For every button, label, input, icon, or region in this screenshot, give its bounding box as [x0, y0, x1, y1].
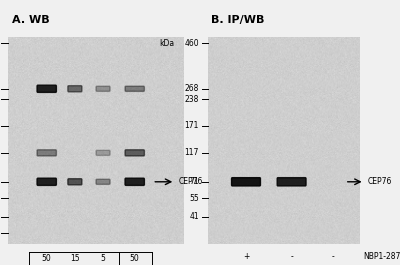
FancyBboxPatch shape [96, 86, 110, 91]
Text: kDa: kDa [160, 39, 174, 48]
FancyBboxPatch shape [277, 178, 306, 186]
FancyBboxPatch shape [68, 179, 82, 185]
Text: 50: 50 [42, 254, 52, 263]
Text: -: - [290, 252, 293, 261]
FancyBboxPatch shape [37, 178, 56, 186]
Text: 238: 238 [184, 95, 199, 104]
FancyBboxPatch shape [125, 150, 144, 156]
Text: 171: 171 [184, 121, 199, 130]
FancyBboxPatch shape [68, 86, 82, 92]
Text: +: + [243, 252, 249, 261]
Text: 50: 50 [130, 254, 140, 263]
FancyBboxPatch shape [37, 85, 56, 92]
Text: CEP76: CEP76 [179, 177, 203, 186]
FancyBboxPatch shape [232, 178, 260, 186]
Text: B. IP/WB: B. IP/WB [211, 15, 264, 25]
Text: -: - [331, 252, 334, 261]
Text: 117: 117 [184, 148, 199, 157]
Text: 71: 71 [189, 177, 199, 186]
FancyBboxPatch shape [125, 86, 144, 91]
Text: CEP76: CEP76 [368, 177, 392, 186]
FancyBboxPatch shape [125, 178, 144, 186]
Text: A. WB: A. WB [12, 15, 49, 25]
Text: 55: 55 [189, 194, 199, 203]
FancyBboxPatch shape [96, 179, 110, 184]
Text: 41: 41 [189, 213, 199, 222]
FancyBboxPatch shape [37, 150, 56, 156]
Text: 15: 15 [70, 254, 80, 263]
Text: NBP1-28749: NBP1-28749 [363, 252, 400, 261]
Text: 268: 268 [184, 84, 199, 93]
Text: 5: 5 [101, 254, 106, 263]
Text: 460: 460 [184, 39, 199, 48]
FancyBboxPatch shape [96, 150, 110, 156]
